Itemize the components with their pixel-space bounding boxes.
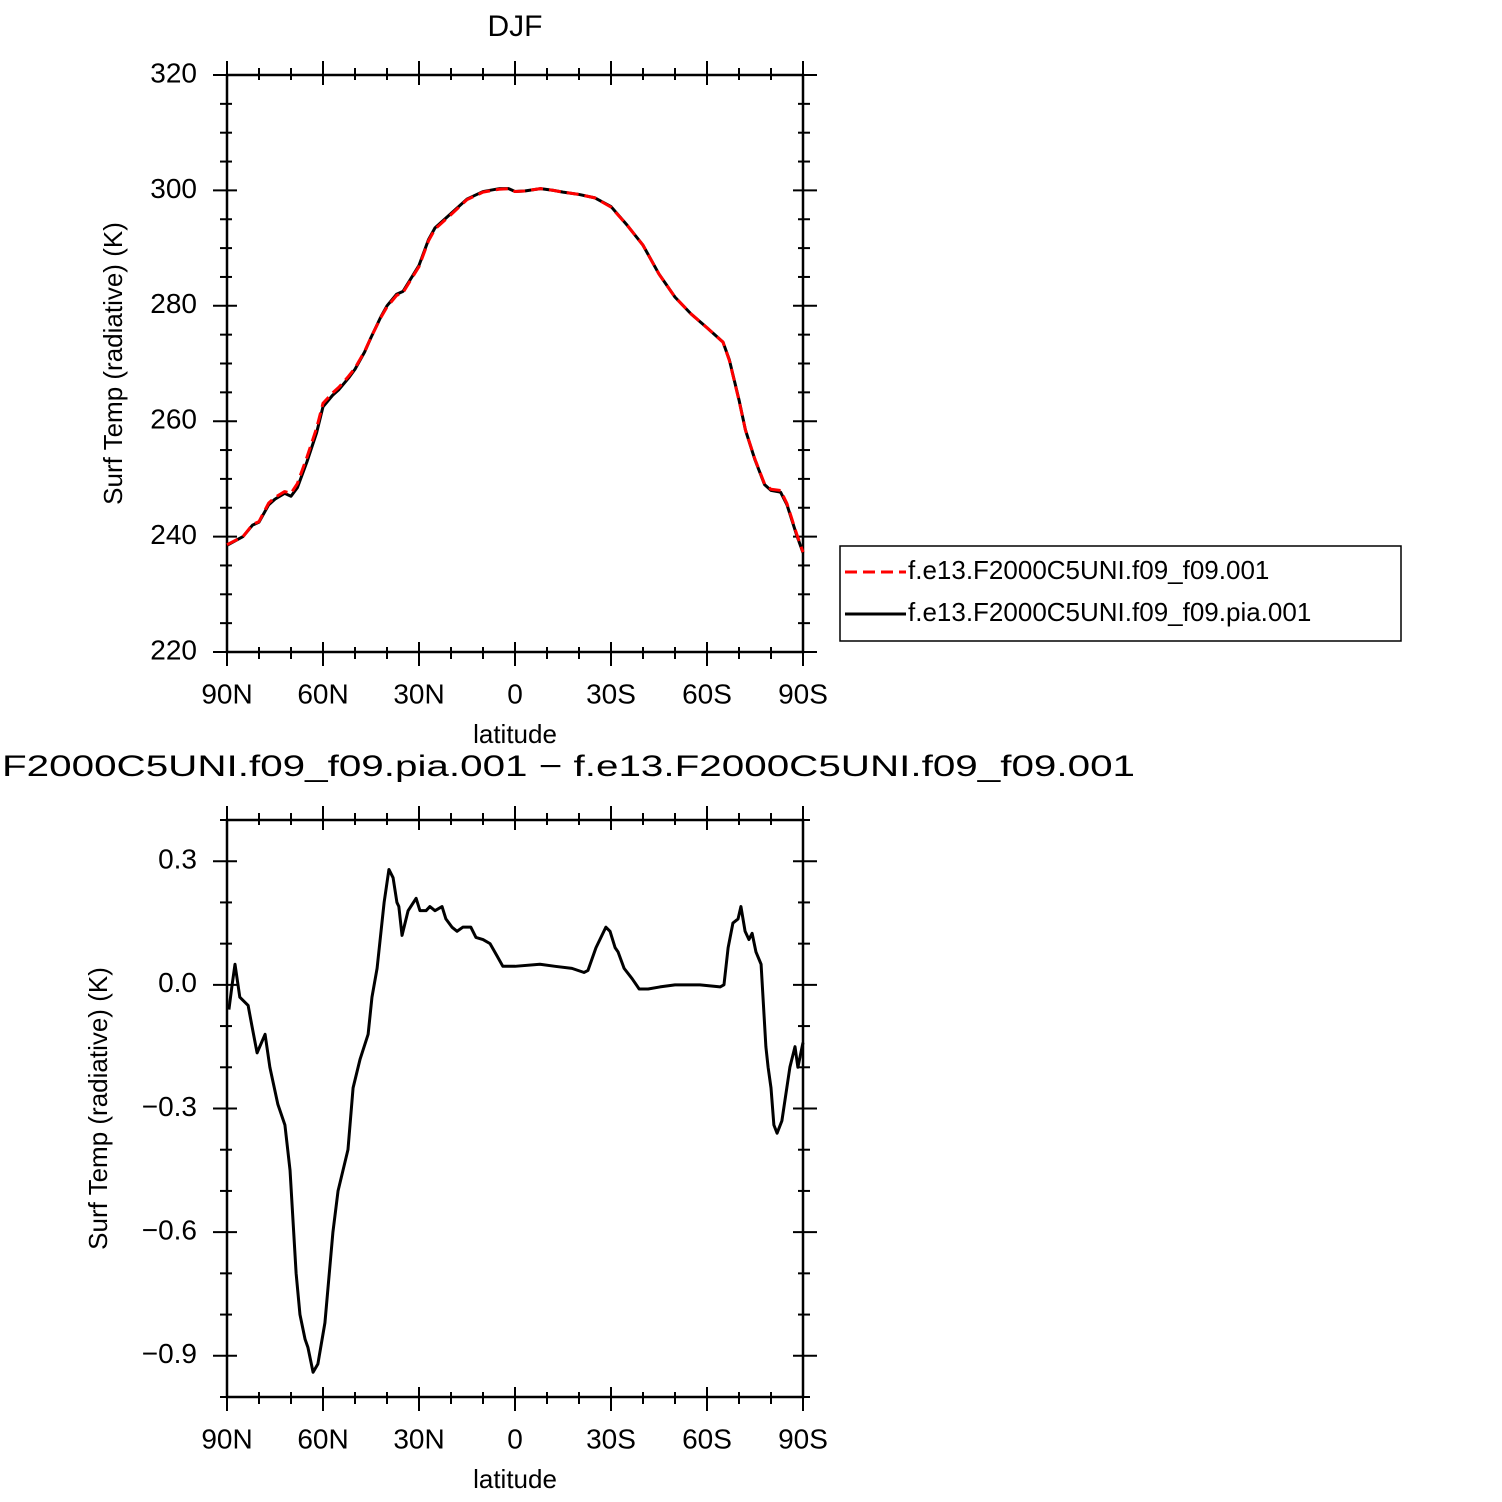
x-tick-label: 30S bbox=[586, 678, 636, 709]
x-tick-label: 0 bbox=[507, 1423, 523, 1454]
y-axis-label: Surf Temp (radiative) (K) bbox=[98, 222, 128, 505]
x-tick-label: 90S bbox=[778, 678, 828, 709]
chart-title: DJF bbox=[488, 10, 543, 43]
plot-frame bbox=[225, 73, 805, 654]
y-tick-label: 320 bbox=[150, 57, 197, 88]
y-tick-label: 260 bbox=[150, 404, 197, 435]
x-axis-label: latitude bbox=[473, 1464, 557, 1494]
chart-title: F2000C5UNI.f09_f09.pia.001 − f.e13.F2000… bbox=[2, 750, 1135, 783]
x-tick-label: 90S bbox=[778, 1423, 828, 1454]
x-tick-label: 0 bbox=[507, 678, 523, 709]
data-line bbox=[226, 187, 805, 553]
plot-frame bbox=[225, 818, 805, 1399]
y-tick-label: 0.0 bbox=[158, 967, 197, 998]
y-tick-label: 300 bbox=[150, 173, 197, 204]
y-tick-label: 0.3 bbox=[158, 844, 197, 875]
x-axis-label: latitude bbox=[473, 719, 557, 749]
x-tick-label: 30S bbox=[586, 1423, 636, 1454]
y-tick-label: 220 bbox=[150, 634, 197, 665]
y-tick-label: −0.3 bbox=[142, 1091, 197, 1122]
x-tick-label: 30N bbox=[393, 1423, 444, 1454]
x-tick-label: 60S bbox=[682, 678, 732, 709]
y-tick-label: −0.6 bbox=[142, 1215, 197, 1246]
x-tick-label: 60N bbox=[297, 678, 348, 709]
legend-label: f.e13.F2000C5UNI.f09_f09.pia.001 bbox=[908, 597, 1311, 627]
y-tick-label: 240 bbox=[150, 519, 197, 550]
x-tick-label: 30N bbox=[393, 678, 444, 709]
x-tick-label: 90N bbox=[201, 1423, 252, 1454]
y-axis-label: Surf Temp (radiative) (K) bbox=[83, 967, 113, 1250]
legend-label: f.e13.F2000C5UNI.f09_f09.001 bbox=[908, 555, 1269, 585]
x-tick-label: 90N bbox=[201, 678, 252, 709]
x-tick-label: 60N bbox=[297, 1423, 348, 1454]
y-tick-label: 280 bbox=[150, 288, 197, 319]
legend-box bbox=[839, 545, 1402, 642]
x-tick-label: 60S bbox=[682, 1423, 732, 1454]
data-line bbox=[227, 867, 805, 1374]
data-line bbox=[226, 187, 805, 554]
y-tick-label: −0.9 bbox=[142, 1338, 197, 1369]
